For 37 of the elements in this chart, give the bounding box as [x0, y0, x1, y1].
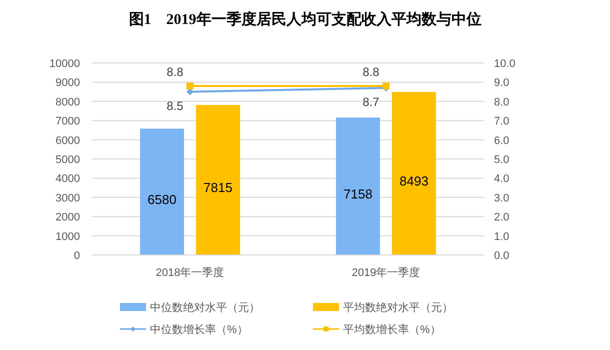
data-label: 8493 [400, 173, 428, 188]
data-label: 6580 [148, 192, 176, 207]
legend-label: 平均数绝对水平（元） [343, 301, 453, 314]
y-tick-label: 9000 [56, 77, 80, 90]
y-tick-label: 5000 [56, 154, 80, 166]
y-tick-label: 0 [74, 250, 80, 262]
y2-tick-label: 6.0 [494, 134, 510, 147]
y2-tick-label: 8.0 [494, 96, 510, 108]
data-label: 8.8 [166, 65, 184, 80]
data-label: 8.8 [362, 65, 380, 80]
y2-tick-label: 3.0 [494, 192, 510, 204]
y-tick-label: 10000 [49, 58, 80, 70]
y-tick-label: 6000 [56, 134, 80, 147]
y-tick-label: 3000 [56, 192, 80, 204]
data-label: 8.5 [166, 98, 184, 113]
y-tick-label: 7000 [56, 116, 80, 128]
y-tick-label: 1000 [56, 230, 80, 243]
data-label: 8.7 [362, 94, 380, 109]
y-tick-label: 8000 [56, 96, 80, 108]
y2-tick-label: 9.0 [494, 77, 510, 90]
legend-label: 中位数增长率（%） [150, 323, 248, 336]
y-tick-label: 4000 [56, 173, 80, 186]
x-tick-label: 2018年一季度 [156, 266, 224, 279]
x-tick-label: 2019年一季度 [352, 266, 420, 279]
chart-title: 图1 2019年一季度居民人均可支配收入平均数与中位 [128, 10, 482, 28]
y2-tick-label: 4.0 [494, 173, 510, 186]
y2-tick-label: 2.0 [494, 212, 510, 224]
y2-tick-label: 5.0 [494, 154, 510, 166]
data-label: 7815 [204, 180, 232, 195]
data-label: 7158 [344, 186, 372, 202]
legend-label: 平均数增长率（%） [343, 323, 441, 336]
y2-tick-label: 7.0 [494, 116, 510, 128]
y2-tick-label: 0.0 [494, 250, 510, 262]
y2-tick-label: 1.0 [494, 230, 510, 243]
y2-tick-label: 10.0 [494, 58, 516, 70]
y-tick-label: 2000 [56, 212, 80, 224]
legend-label: 中位数绝对水平（元） [150, 301, 260, 314]
